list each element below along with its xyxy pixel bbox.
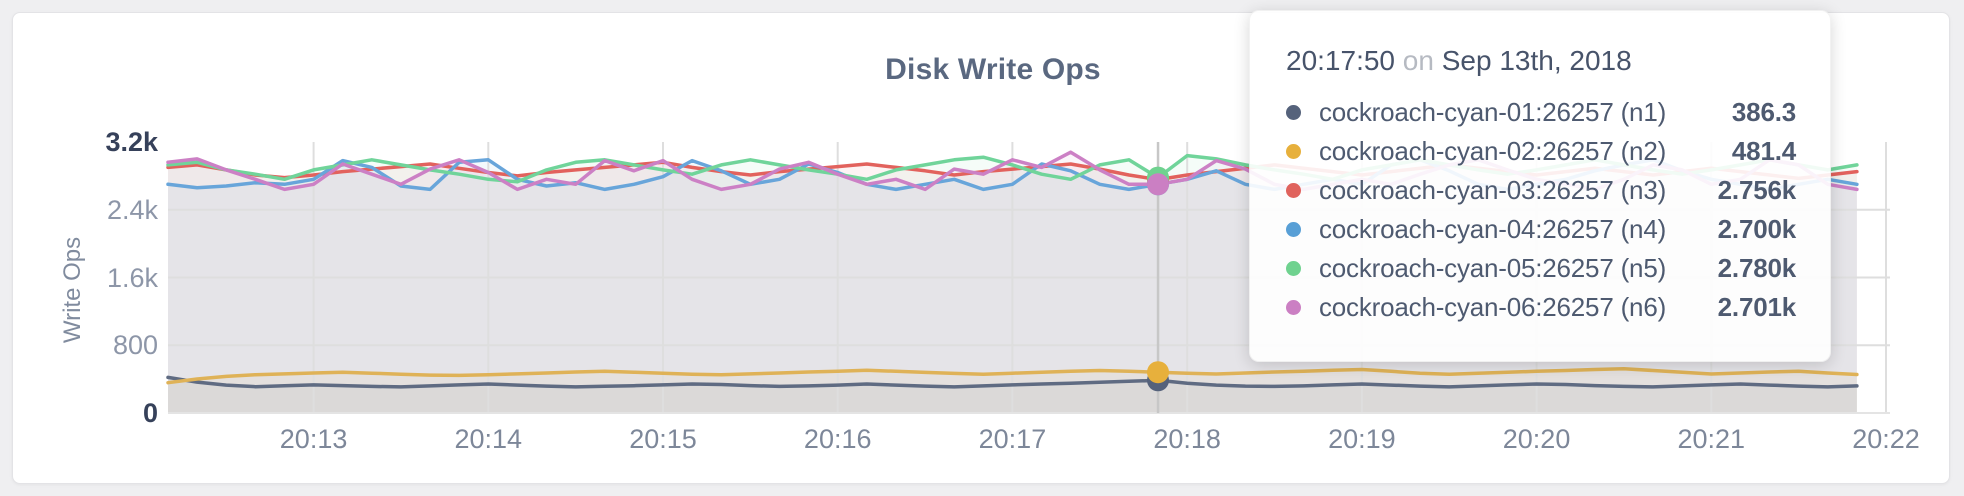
y-tick-label: 0 (142, 398, 158, 428)
x-tick-label: 20:22 (1852, 424, 1920, 454)
series-value: 2.780k (1717, 253, 1797, 283)
tooltip-row: cockroach-cyan-04:26257 (n4) 2.700k (1286, 210, 1796, 249)
x-tick-label: 20:15 (629, 424, 697, 454)
x-tick-label: 20:18 (1153, 424, 1221, 454)
series-name: cockroach-cyan-06:26257 (n6) (1319, 292, 1667, 322)
y-tick-label: 1.6k (106, 262, 158, 293)
tooltip-time: 20:17:50 (1286, 45, 1395, 76)
y-tick-label: 2.4k (106, 194, 158, 225)
tooltip-conjunction: on (1402, 45, 1434, 76)
series-color-dot-icon (1286, 222, 1301, 237)
x-tick-label: 20:13 (279, 424, 348, 454)
series-name: cockroach-cyan-02:26257 (n2) (1319, 136, 1667, 166)
series-value: 481.4 (1731, 136, 1796, 166)
series-value: 2.700k (1717, 214, 1797, 244)
series-name: cockroach-cyan-05:26257 (n5) (1319, 253, 1667, 283)
hover-tooltip: 20:17:50 on Sep 13th, 2018 cockroach-cya… (1249, 10, 1831, 362)
series-color-dot-icon (1286, 105, 1301, 120)
tooltip-row: cockroach-cyan-03:26257 (n3) 2.756k (1286, 171, 1796, 210)
series-color-dot-icon (1286, 300, 1301, 315)
series-color-dot-icon (1286, 261, 1301, 276)
tooltip-row: cockroach-cyan-06:26257 (n6) 2.701k (1286, 288, 1796, 327)
hover-dot-2 (1147, 361, 1169, 384)
hover-dot-6 (1147, 173, 1169, 196)
series-value: 2.756k (1717, 175, 1797, 205)
x-tick-label: 20:17 (978, 424, 1047, 454)
y-tick-label: 800 (112, 330, 158, 361)
tooltip-row: cockroach-cyan-01:26257 (n1) 386.3 (1286, 93, 1796, 132)
series-line-1 (166, 375, 1859, 389)
x-tick-label: 20:21 (1677, 424, 1746, 454)
tooltip-row: cockroach-cyan-02:26257 (n2) 481.4 (1286, 132, 1796, 171)
tooltip-title: 20:17:50 on Sep 13th, 2018 (1286, 45, 1796, 77)
x-tick-label: 20:19 (1328, 424, 1396, 454)
tooltip-series-list: cockroach-cyan-01:26257 (n1) 386.3 cockroa… (1286, 93, 1796, 327)
tooltip-date: Sep 13th, 2018 (1441, 45, 1632, 76)
x-tick-label: 20:16 (803, 424, 872, 454)
series-name: cockroach-cyan-04:26257 (n4) (1319, 214, 1667, 244)
tooltip-row: cockroach-cyan-05:26257 (n5) 2.780k (1286, 249, 1796, 288)
series-name: cockroach-cyan-01:26257 (n1) (1319, 97, 1667, 127)
x-tick-label: 20:14 (454, 424, 523, 454)
series-color-dot-icon (1286, 183, 1301, 198)
series-value: 386.3 (1731, 97, 1796, 127)
series-color-dot-icon (1286, 144, 1301, 159)
y-tick-label: 3.2k (105, 127, 158, 157)
chart-title: Disk Write Ops (885, 53, 1101, 86)
series-value: 2.701k (1717, 292, 1797, 322)
series-name: cockroach-cyan-03:26257 (n3) (1319, 175, 1667, 205)
x-tick-label: 20:20 (1502, 424, 1571, 454)
series-line-2 (166, 367, 1859, 385)
